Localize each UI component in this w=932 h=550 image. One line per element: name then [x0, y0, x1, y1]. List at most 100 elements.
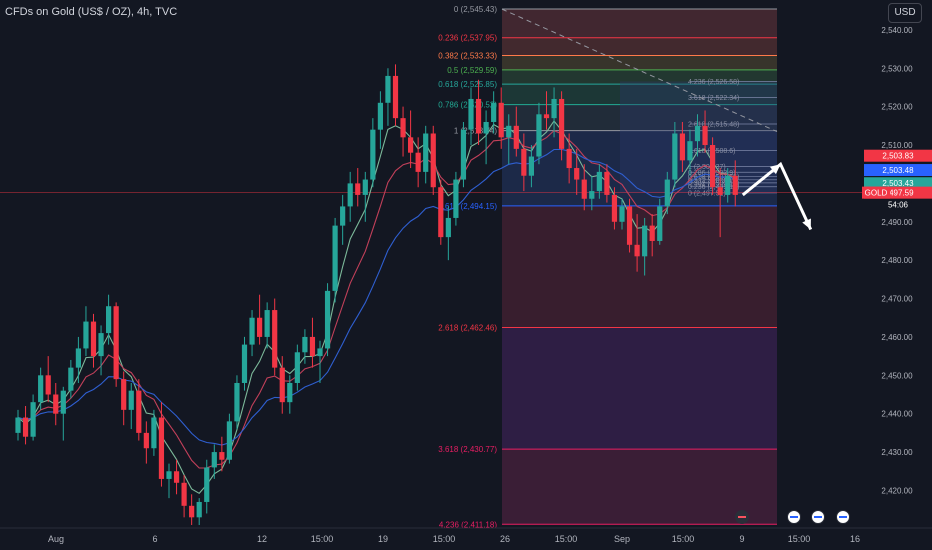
price-tag [864, 149, 932, 162]
candle-body [634, 244, 640, 257]
candle [45, 356, 51, 403]
candle [528, 145, 534, 188]
candle-body [649, 225, 655, 241]
fib-level-label: 2.618 (2,462.46) [438, 323, 497, 332]
candle-body [702, 125, 708, 146]
candle [121, 371, 127, 426]
candle [604, 164, 610, 203]
fib-zone [502, 205, 777, 328]
candle [672, 121, 678, 188]
candle [634, 214, 640, 272]
candle [22, 406, 29, 445]
candle-body [385, 75, 391, 103]
candle-body [181, 482, 187, 506]
candle-body [370, 129, 376, 180]
fib-zone [502, 327, 777, 450]
candle [106, 294, 112, 345]
x-tick-label: 15:00 [788, 534, 811, 544]
candle [287, 375, 293, 414]
candle-body [219, 452, 225, 460]
candle-body [234, 382, 240, 422]
candle-body [543, 114, 550, 119]
candle [408, 110, 414, 169]
candle [506, 114, 512, 165]
candle [143, 421, 149, 464]
candle-body [257, 317, 263, 337]
candle-body [528, 156, 534, 176]
price-tag-label: 2,503.48 [882, 166, 914, 175]
candle-body [317, 348, 323, 357]
candle-body [626, 206, 633, 245]
candle [385, 68, 391, 126]
candle-body [136, 390, 142, 433]
candle [294, 344, 300, 391]
candle [717, 168, 723, 238]
candle [226, 413, 232, 464]
candle [241, 336, 248, 391]
y-tick-label: 2,420.00 [881, 486, 913, 495]
candle [551, 87, 557, 138]
candle-body [460, 129, 467, 180]
candle [38, 367, 44, 410]
price-tag [864, 164, 932, 177]
candle [181, 475, 187, 518]
candle [309, 317, 316, 368]
candle-body [241, 344, 248, 383]
fib-zone [502, 84, 777, 105]
candle [249, 310, 255, 357]
candle-body [324, 290, 331, 349]
candle [264, 302, 270, 349]
candle [649, 214, 655, 257]
candle [60, 386, 66, 441]
candle-body [332, 225, 338, 291]
candle [53, 382, 59, 426]
candle-body [453, 179, 459, 218]
candle [257, 294, 263, 345]
candle [113, 302, 119, 387]
candle-body [340, 206, 346, 226]
currency-button[interactable]: USD [888, 3, 922, 23]
candle-body [309, 336, 316, 357]
candle [626, 198, 633, 253]
candle [204, 459, 210, 514]
candle-body [513, 125, 519, 149]
candle [498, 87, 504, 149]
candle [732, 160, 738, 207]
candle [400, 106, 406, 157]
candle-body [98, 333, 104, 357]
candle [30, 394, 36, 441]
y-tick-label: 2,480.00 [881, 256, 913, 265]
symbol-tag-label: GOLD [865, 189, 888, 198]
fib-zone [502, 37, 777, 56]
x-tick-label: 16 [850, 534, 860, 544]
candle [679, 121, 685, 172]
candle-body [294, 352, 300, 383]
candle-body [559, 98, 565, 149]
candle-body [732, 175, 738, 195]
candle-body [483, 121, 489, 134]
x-tick-label: 15:00 [433, 534, 456, 544]
moving-average-line [17, 129, 736, 469]
candle-body [279, 367, 285, 403]
fib-zone [502, 130, 777, 206]
candle [566, 133, 572, 184]
fib-level-label: 0 (2,545.43) [454, 5, 497, 14]
y-tick-label: 2,490.00 [881, 218, 913, 227]
x-tick-label: 15:00 [672, 534, 695, 544]
candle-body [710, 145, 716, 188]
price-tag-label: 2,497.59 [882, 189, 914, 198]
candle [151, 409, 157, 456]
candle [317, 340, 323, 383]
price-tag [864, 177, 932, 190]
candle-body [355, 183, 361, 195]
candle [362, 171, 368, 222]
candle-body [15, 417, 21, 433]
candle-body [574, 168, 580, 180]
candle-body [53, 394, 59, 414]
candle [619, 198, 625, 230]
candle [423, 125, 429, 184]
candle-body [438, 187, 444, 238]
y-tick-label: 2,540.00 [881, 26, 913, 35]
fib-level-label: 0.786 (2,520.52) [438, 101, 497, 110]
